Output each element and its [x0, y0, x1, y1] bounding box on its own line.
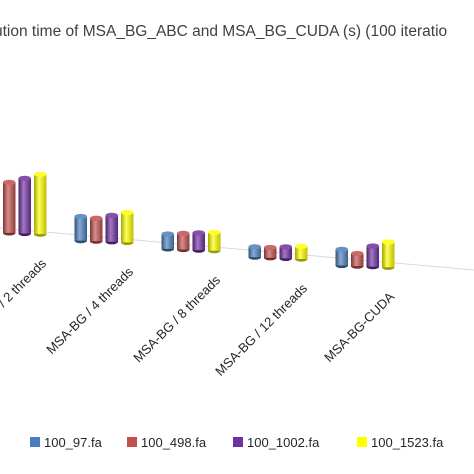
legend: 100_97.fa 100_498.fa 100_1002.fa 100_1523.f…	[30, 435, 444, 450]
legend-item: 100_1523.fa	[357, 435, 444, 450]
legend-swatch	[127, 437, 137, 447]
legend-swatch	[30, 437, 40, 447]
legend-label: 100_1523.fa	[371, 435, 444, 450]
category-label: MSA-BG / 2 threads	[0, 255, 49, 348]
category-label: MSA-BG / 8 threads	[130, 272, 223, 365]
category-label: MSA-BG / 4 threads	[43, 264, 136, 357]
legend-label: 100_498.fa	[141, 435, 207, 450]
bar	[351, 250, 364, 269]
bar	[3, 179, 16, 236]
bar	[208, 229, 221, 254]
bar	[177, 230, 190, 253]
legend-swatch	[357, 437, 367, 447]
bars-layer	[3, 171, 395, 270]
category-label: MSA-BG-CUDA	[321, 289, 397, 365]
bar	[192, 230, 205, 253]
legend-item: 100_498.fa	[127, 435, 207, 450]
chart-title: ution time of MSA_BG_ABC and MSA_BG_CUDA…	[0, 23, 447, 40]
bar	[248, 244, 261, 260]
floor-edge	[0, 227, 474, 271]
bar	[295, 243, 308, 262]
bar	[382, 239, 395, 270]
legend-item: 100_1002.fa	[233, 435, 320, 450]
bar	[34, 171, 47, 237]
legend-swatch	[233, 437, 243, 447]
bar	[161, 231, 174, 252]
bar	[279, 244, 292, 261]
bar	[121, 209, 134, 245]
bar	[335, 246, 348, 269]
bar	[74, 213, 87, 244]
legend-label: 100_97.fa	[44, 435, 103, 450]
bar	[18, 175, 31, 237]
bar	[264, 244, 277, 261]
legend-item: 100_97.fa	[30, 435, 103, 450]
bar	[105, 212, 118, 245]
legend-label: 100_1002.fa	[247, 435, 320, 450]
category-label: MSA-BG / 12 threads	[212, 280, 310, 378]
bar	[90, 215, 103, 244]
bar	[366, 243, 379, 270]
